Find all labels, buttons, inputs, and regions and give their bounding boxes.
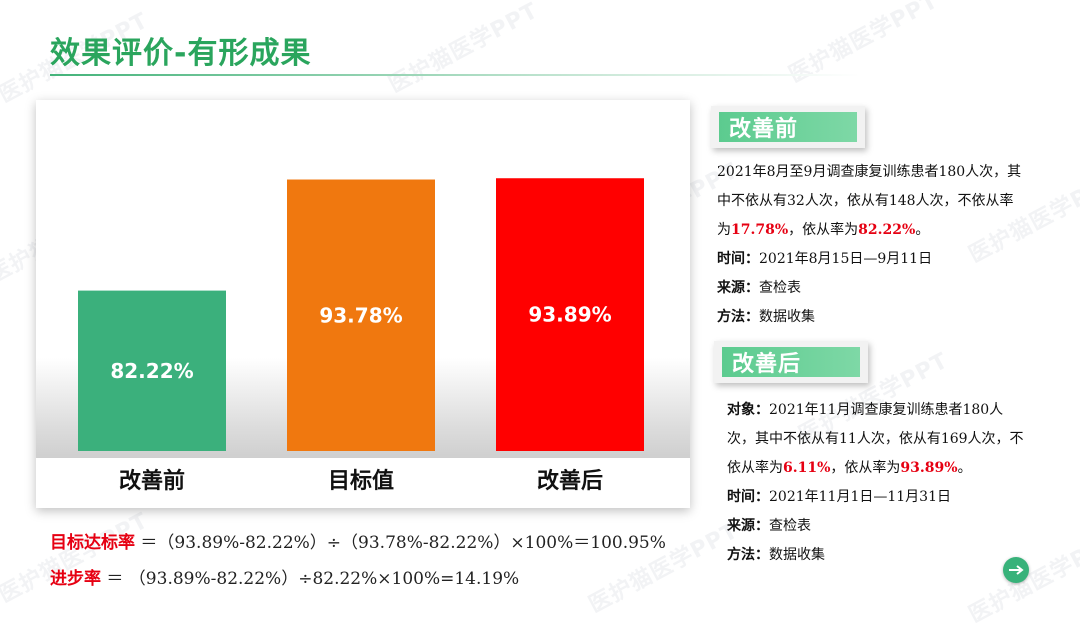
after-info: 对象：2021年11月调查康复训练患者180人次，其中不依从有11人次，依从有1…	[727, 396, 1027, 570]
arrow-right-icon-glyph	[1009, 565, 1024, 575]
progress-rate-expression: ＝ （93.89%-82.22%）÷82.22%×100%=14.19%	[106, 569, 520, 589]
bar-chart: 82.22% 改善前 93.78% 目标值 93.89% 改善后	[36, 178, 690, 494]
before-info: 2021年8月至9月调查康复训练患者180人次，其中不依从有32人次，依从有14…	[717, 158, 1027, 332]
before-source: 来源：查检表	[717, 280, 801, 296]
before-description: 2021年8月至9月调查康复训练患者180人次，其中不依从有32人次，依从有14…	[717, 164, 1022, 238]
bar-value-label: 93.89%	[528, 303, 611, 327]
progress-rate-formula: 进步率 ＝ （93.89%-82.22%）÷82.22%×100%=14.19%	[50, 564, 519, 589]
watermark: 医护猫医学PPT	[0, 508, 153, 609]
progress-rate-label: 进步率	[50, 569, 101, 589]
chart-frame: 82.22% 改善前 93.78% 目标值 93.89% 改善后	[36, 100, 690, 508]
category-label: 改善前	[119, 468, 185, 494]
before-method: 方法：数据收集	[717, 309, 815, 325]
after-method: 方法：数据收集	[727, 547, 825, 563]
category-label: 目标值	[328, 468, 394, 494]
category-label: 改善后	[537, 468, 603, 494]
after-tag-label: 改善后	[722, 347, 860, 377]
bar-value-label: 93.78%	[319, 303, 402, 327]
after-source: 来源：查检表	[727, 518, 811, 534]
target-rate-formula: 目标达标率 ＝（93.89%-82.22%）÷（93.78%-82.22%）×1…	[50, 528, 666, 553]
after-time: 时间：2021年11月1日—11月31日	[727, 489, 951, 505]
before-time: 时间：2021年8月15日—9月11日	[717, 251, 933, 267]
arrow-right-icon[interactable]	[1003, 557, 1029, 583]
bar-value-label: 82.22%	[110, 359, 193, 383]
target-rate-label: 目标达标率	[50, 533, 135, 553]
target-rate-expression: ＝（93.89%-82.22%）÷（93.78%-82.22%）×100%＝10…	[140, 533, 666, 553]
page-title: 效果评价-有形成果	[50, 36, 312, 71]
after-tag: 改善后	[714, 341, 868, 383]
title-divider	[50, 74, 860, 76]
bar-2	[287, 179, 435, 451]
before-tag: 改善前	[711, 106, 865, 148]
after-description: 对象：2021年11月调查康复训练患者180人次，其中不依从有11人次，依从有1…	[727, 402, 1024, 476]
bar-3	[496, 178, 644, 451]
watermark: 医护猫医学PPT	[384, 0, 543, 99]
before-tag-label: 改善前	[719, 112, 857, 142]
bar-1	[78, 290, 226, 451]
